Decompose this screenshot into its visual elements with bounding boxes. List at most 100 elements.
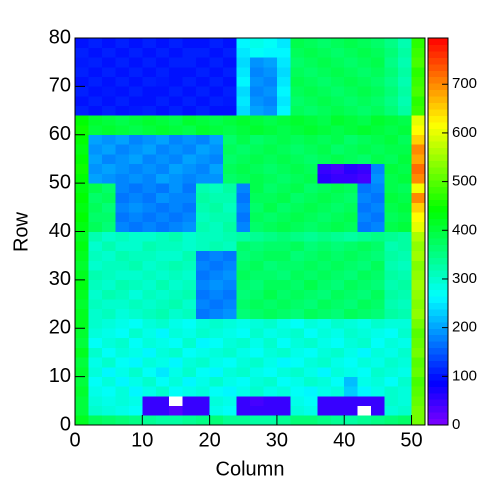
- colorbar-step: [428, 308, 448, 316]
- cell: [263, 67, 278, 77]
- cell: [88, 299, 103, 310]
- cell: [223, 299, 237, 310]
- cell: [317, 76, 332, 87]
- cell: [75, 125, 89, 136]
- cell: [101, 134, 116, 145]
- cell: [330, 67, 345, 77]
- cell: [223, 366, 237, 377]
- cell: [155, 270, 170, 281]
- cell: [155, 260, 170, 271]
- cell: [196, 279, 210, 290]
- cell: [236, 318, 251, 329]
- cell: [169, 38, 183, 48]
- cell: [263, 86, 278, 97]
- y-tick-label: 0: [60, 413, 71, 435]
- cell: [209, 299, 224, 310]
- cell: [344, 115, 358, 126]
- cell: [209, 105, 224, 116]
- cell: [236, 221, 251, 232]
- cell: [317, 96, 332, 107]
- cell: [115, 250, 130, 261]
- cell: [209, 395, 224, 406]
- cell: [371, 154, 385, 165]
- cell: [196, 134, 210, 145]
- cell: [115, 221, 130, 232]
- cell: [371, 366, 385, 377]
- cell: [169, 86, 183, 97]
- cell: [384, 76, 399, 87]
- cell: [128, 405, 143, 416]
- cell: [142, 38, 157, 48]
- cell: [263, 76, 278, 87]
- cell: [128, 125, 143, 136]
- cell: [142, 405, 157, 416]
- cell: [169, 270, 183, 281]
- cell: [223, 173, 237, 184]
- cell: [371, 115, 385, 126]
- cell: [142, 202, 157, 213]
- cell: [384, 386, 399, 397]
- colorbar-step: [428, 315, 448, 323]
- cell: [75, 47, 89, 58]
- cell: [75, 405, 89, 416]
- cell: [223, 231, 237, 242]
- cell: [411, 105, 426, 116]
- cell: [371, 337, 385, 348]
- cell: [263, 328, 278, 339]
- cell: [290, 386, 305, 397]
- cell: [223, 337, 237, 348]
- cell: [398, 115, 412, 126]
- cell: [250, 386, 264, 397]
- cell: [411, 96, 426, 107]
- cell: [344, 279, 358, 290]
- cell: [142, 183, 157, 194]
- y-tick-label: 70: [49, 75, 71, 97]
- cell: [330, 279, 345, 290]
- cell: [196, 76, 210, 87]
- cell: [182, 289, 197, 300]
- cell: [196, 241, 210, 252]
- cell: [303, 250, 318, 261]
- cell: [75, 76, 89, 87]
- cell: [223, 154, 237, 165]
- cell: [317, 270, 332, 281]
- cell: [209, 163, 224, 174]
- y-tick-label: 80: [49, 26, 71, 48]
- cell: [88, 241, 103, 252]
- cell: [276, 105, 291, 116]
- cell: [169, 202, 183, 213]
- cell: [344, 212, 358, 223]
- cell: [384, 173, 399, 184]
- cell: [357, 154, 372, 165]
- colorbar-step: [428, 89, 448, 97]
- cell: [250, 57, 264, 68]
- cell: [128, 279, 143, 290]
- cell: [196, 38, 210, 48]
- cell: [290, 163, 305, 174]
- colorbar-step: [428, 379, 448, 387]
- cell: [142, 76, 157, 87]
- cell: [236, 38, 251, 48]
- cell: [88, 173, 103, 184]
- cell: [303, 337, 318, 348]
- cell: [75, 299, 89, 310]
- cell: [276, 154, 291, 165]
- cell: [182, 241, 197, 252]
- cell: [357, 57, 372, 68]
- cell: [250, 212, 264, 223]
- cell: [155, 299, 170, 310]
- cell: [75, 279, 89, 290]
- colorbar-step: [428, 63, 448, 71]
- cell: [142, 308, 157, 319]
- cell: [169, 347, 183, 358]
- cell: [398, 279, 412, 290]
- cell: [75, 250, 89, 261]
- cell: [182, 67, 197, 77]
- cell: [75, 231, 89, 242]
- cell: [169, 328, 183, 339]
- cell: [250, 96, 264, 107]
- cell: [330, 144, 345, 155]
- cell: [101, 405, 116, 416]
- cell: [236, 328, 251, 339]
- cell: [75, 415, 89, 426]
